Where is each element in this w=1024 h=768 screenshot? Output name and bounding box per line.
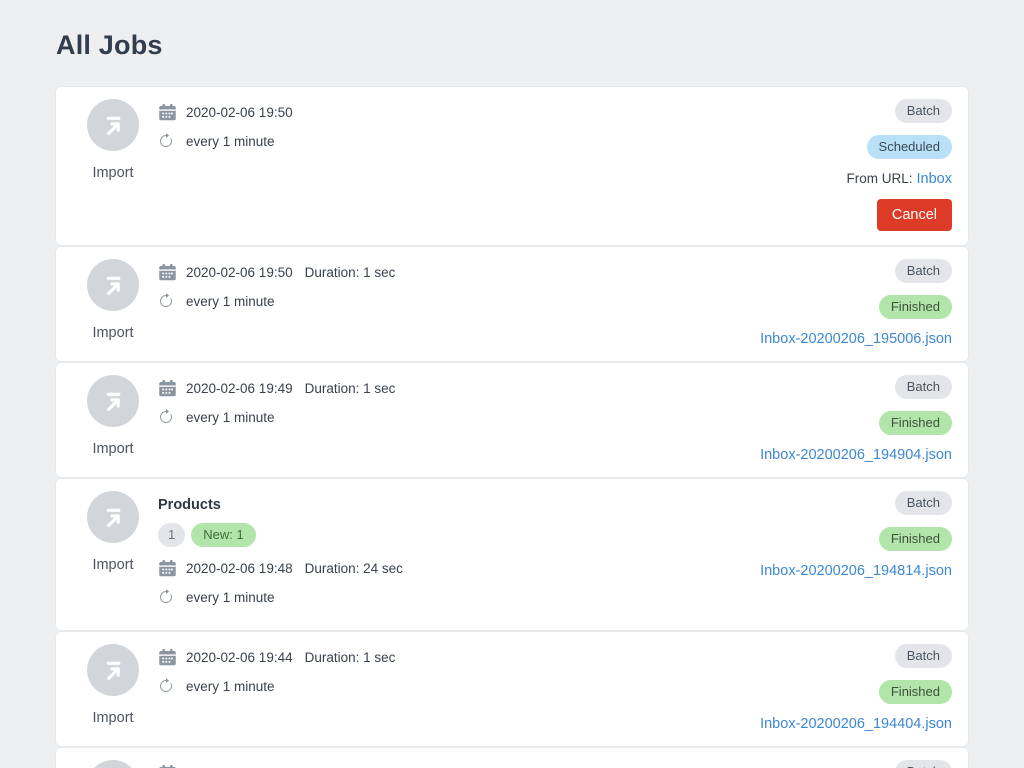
job-schedule: every 1 minute	[186, 678, 275, 694]
job-title: Products	[158, 497, 221, 513]
datetime-row: 2020-02-06 19:50 Duration: 1 sec	[158, 263, 760, 282]
cancel-button[interactable]: Cancel	[876, 199, 952, 231]
job-type-column: Import	[68, 375, 158, 463]
job-duration: Duration: 1 sec	[304, 265, 396, 280]
job-type-column: Import	[68, 491, 158, 616]
repeat-icon	[158, 409, 186, 425]
batch-badge: Batch	[894, 259, 952, 283]
job-datetime: 2020-02-06 19:48	[186, 561, 293, 576]
datetime-row: 2020-02-06 19:44 Duration: 1 sec	[158, 648, 760, 667]
job-type-label: Import	[92, 325, 134, 341]
job-card: Import	[56, 632, 968, 746]
repeat-icon	[158, 133, 186, 149]
batch-badge: Batch	[894, 491, 952, 515]
job-duration: Duration: 1 sec	[304, 650, 396, 665]
datetime-row: 2020-02-06 19:48 Duration: 24 sec	[158, 559, 760, 578]
status-badge: Scheduled	[866, 135, 952, 159]
datetime-row: 2020-02-06 19:49 Duration: 1 sec	[158, 379, 760, 398]
batch-badge: Batch	[894, 99, 952, 123]
job-card: Import	[56, 363, 968, 477]
status-badge: Finished	[878, 411, 952, 435]
result-file-link[interactable]: Inbox-20200206_194814.json	[760, 563, 952, 579]
calendar-icon	[158, 648, 186, 667]
job-type-label: Import	[92, 710, 134, 726]
job-duration: Duration: 2 sec	[305, 766, 396, 768]
job-details: 2020-02-06 19:49 Duration: 1 sec every 1…	[158, 375, 760, 463]
job-status-column: Batch Finished Inbox-20200206_194814.jso…	[760, 491, 952, 616]
datetime-row: 2020-02-06 19:43 Duration: 2 sec	[158, 764, 895, 768]
from-url-link[interactable]: Inbox	[916, 171, 952, 187]
schedule-row: every 1 minute	[158, 133, 847, 149]
job-status-column: Batch Scheduled From URL: Inbox Cancel	[847, 99, 953, 231]
result-file-link[interactable]: Inbox-20200206_195006.json	[760, 331, 952, 347]
job-datetime: 2020-02-06 19:43	[186, 766, 293, 768]
import-arrow-icon	[87, 375, 139, 427]
from-url-label: From URL:	[846, 171, 913, 186]
calendar-icon	[158, 103, 186, 122]
calendar-icon	[158, 263, 186, 282]
calendar-icon	[158, 379, 186, 398]
import-arrow-icon	[87, 491, 139, 543]
job-datetime: 2020-02-06 19:50	[186, 265, 293, 280]
schedule-row: every 1 minute	[158, 589, 760, 605]
job-details: 2020-02-06 19:50 every 1 minute	[158, 99, 847, 231]
result-file-link[interactable]: Inbox-20200206_194904.json	[760, 447, 952, 463]
from-url: From URL: Inbox	[847, 171, 953, 187]
job-duration: Duration: 1 sec	[304, 381, 396, 396]
job-status-column: Batch Finished Inbox-20200206_194904.jso…	[760, 375, 952, 463]
job-type-label: Import	[92, 557, 134, 573]
job-card: Import Products 1 New: 1	[56, 479, 968, 630]
schedule-row: every 1 minute	[158, 678, 760, 694]
import-arrow-icon	[87, 760, 139, 768]
job-card: Import	[56, 748, 968, 768]
schedule-row: every 1 minute	[158, 293, 760, 309]
status-badge: Finished	[878, 527, 952, 551]
job-schedule: every 1 minute	[186, 409, 275, 425]
job-type-label: Import	[92, 441, 134, 457]
job-status-column: Batch	[894, 760, 952, 768]
job-type-column: Import	[68, 760, 158, 768]
total-count-badge: 1	[158, 523, 186, 547]
batch-badge: Batch	[894, 644, 952, 668]
batch-badge: Batch	[894, 375, 952, 399]
job-schedule: every 1 minute	[186, 589, 275, 605]
job-details: 2020-02-06 19:43 Duration: 2 sec	[158, 760, 895, 768]
batch-badge: Batch	[894, 760, 952, 768]
datetime-row: 2020-02-06 19:50	[158, 103, 847, 122]
new-count-badge: New: 1	[191, 523, 256, 547]
import-arrow-icon	[87, 644, 139, 696]
import-arrow-icon	[87, 99, 139, 151]
job-status-column: Batch Finished Inbox-20200206_195006.jso…	[760, 259, 952, 347]
calendar-icon	[158, 559, 186, 578]
job-type-column: Import	[68, 99, 158, 231]
job-datetime: 2020-02-06 19:44	[186, 650, 293, 665]
page-title: All Jobs	[56, 30, 163, 60]
job-details: 2020-02-06 19:50 Duration: 1 sec every 1…	[158, 259, 760, 347]
repeat-icon	[158, 678, 186, 694]
job-card: Import	[56, 87, 968, 245]
job-details: Products 1 New: 1	[158, 491, 760, 616]
import-arrow-icon	[87, 259, 139, 311]
job-duration: Duration: 24 sec	[304, 561, 403, 576]
job-type-column: Import	[68, 259, 158, 347]
job-status-column: Batch Finished Inbox-20200206_194404.jso…	[760, 644, 952, 732]
job-list: Import	[56, 87, 968, 768]
status-badge: Finished	[878, 295, 952, 319]
job-schedule: every 1 minute	[186, 133, 275, 149]
job-datetime: 2020-02-06 19:49	[186, 381, 293, 396]
status-badge: Finished	[878, 680, 952, 704]
repeat-icon	[158, 589, 186, 605]
job-schedule: every 1 minute	[186, 293, 275, 309]
calendar-icon	[158, 764, 186, 768]
job-details: 2020-02-06 19:44 Duration: 1 sec every 1…	[158, 644, 760, 732]
job-datetime: 2020-02-06 19:50	[186, 105, 293, 120]
result-file-link[interactable]: Inbox-20200206_194404.json	[760, 716, 952, 732]
job-type-label: Import	[92, 165, 134, 181]
schedule-row: every 1 minute	[158, 409, 760, 425]
repeat-icon	[158, 293, 186, 309]
job-type-column: Import	[68, 644, 158, 732]
job-counts-row: 1 New: 1	[158, 523, 760, 547]
job-card: Import	[56, 247, 968, 361]
